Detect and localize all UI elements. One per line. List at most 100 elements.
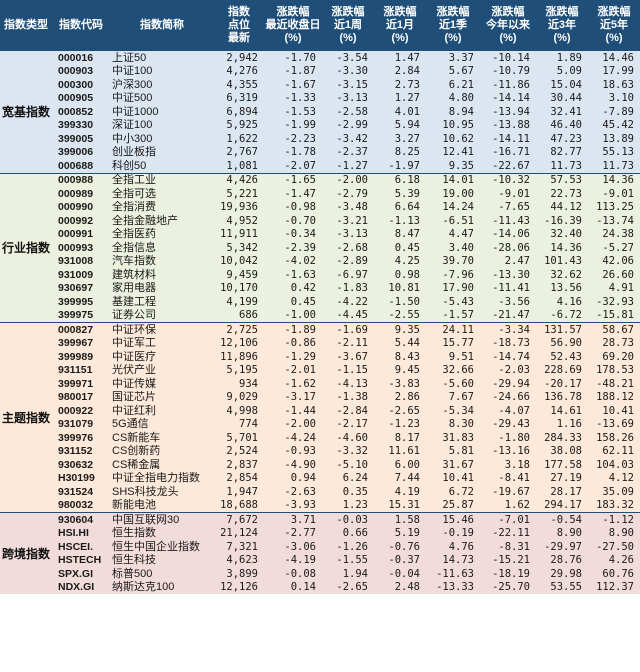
value-cell: -16.39 — [536, 214, 588, 228]
value-cell: 0.14 — [264, 580, 322, 594]
value-cell: 5.44 — [374, 336, 426, 350]
value-cell: 3.71 — [264, 512, 322, 527]
index-code-cell: 399971 — [52, 377, 110, 391]
value-cell: -1.80 — [480, 431, 536, 445]
value-cell: -2.37 — [322, 145, 374, 159]
index-code-cell: 931152 — [52, 444, 110, 458]
value-cell: -13.94 — [480, 105, 536, 119]
index-name-cell: 恒生中国企业指数 — [110, 540, 214, 554]
value-cell: -2.63 — [264, 485, 322, 499]
value-cell: 42.06 — [588, 254, 640, 268]
value-cell: 7,672 — [214, 512, 264, 527]
table-row: 931151 光伏产业 5,195 -2.01 -1.15 9.45 32.66 -2.03 2… — [0, 363, 640, 377]
value-cell: -6.97 — [322, 268, 374, 282]
value-cell: 46.40 — [536, 118, 588, 132]
value-cell: 28.73 — [588, 336, 640, 350]
value-cell: -2.99 — [322, 118, 374, 132]
value-cell: -7.96 — [426, 268, 480, 282]
value-cell: -11.86 — [480, 78, 536, 92]
value-cell: -1.44 — [264, 404, 322, 418]
value-cell: 774 — [214, 417, 264, 431]
value-cell: -3.54 — [322, 50, 374, 65]
index-code-cell: 931524 — [52, 485, 110, 499]
value-cell: -29.94 — [480, 377, 536, 391]
value-cell: -1.13 — [374, 214, 426, 228]
value-cell: 5,701 — [214, 431, 264, 445]
header-row: 指数类型 指数代码 指数简称 指数 点位 最新 涨跌幅 最近收盘日 (%) 涨跌幅 近1周 (%) 涨跌… — [0, 0, 640, 51]
value-cell: -3.21 — [322, 214, 374, 228]
value-cell: -10.14 — [480, 50, 536, 65]
column-header: 涨跌幅 今年以来 (%) — [480, 0, 536, 51]
value-cell: 82.77 — [536, 145, 588, 159]
value-cell: -15.81 — [588, 308, 640, 323]
value-cell: -1.23 — [374, 417, 426, 431]
value-cell: -1.65 — [264, 172, 322, 187]
table-row: 931079 5G通信 774 -2.00 -2.17 -1.23 8.30 -29.43 1.… — [0, 417, 640, 431]
value-cell: -0.04 — [374, 567, 426, 581]
column-header-line: 今年以来 — [486, 18, 530, 31]
value-cell: -1.83 — [322, 281, 374, 295]
value-cell: 6.21 — [426, 78, 480, 92]
value-cell: -1.38 — [322, 390, 374, 404]
value-cell: 112.37 — [588, 580, 640, 594]
column-header-line: 最近收盘日 — [265, 18, 321, 31]
value-cell: 0.94 — [264, 471, 322, 485]
index-code-cell: 931008 — [52, 254, 110, 268]
index-code-cell: 399976 — [52, 431, 110, 445]
value-cell: -0.98 — [264, 200, 322, 214]
index-name-cell: CS创新药 — [110, 444, 214, 458]
value-cell: -4.24 — [264, 431, 322, 445]
value-cell: 0.35 — [322, 485, 374, 499]
value-cell: 7,321 — [214, 540, 264, 554]
value-cell: 4,276 — [214, 64, 264, 78]
value-cell: 5.94 — [374, 118, 426, 132]
value-cell: -48.21 — [588, 377, 640, 391]
value-cell: -2.79 — [322, 187, 374, 201]
index-name-cell: 恒生指数 — [110, 526, 214, 540]
column-header-line: 近3年 — [547, 18, 577, 31]
value-cell: -0.93 — [264, 444, 322, 458]
index-name-cell: 深证100 — [110, 118, 214, 132]
value-cell: 228.69 — [536, 363, 588, 377]
index-code-cell: 931079 — [52, 417, 110, 431]
value-cell: 15.31 — [374, 498, 426, 513]
column-header-line: 涨跌幅 — [597, 5, 631, 18]
index-code-cell: 000852 — [52, 105, 110, 119]
index-code-cell: 000827 — [52, 322, 110, 337]
value-cell: -5.60 — [426, 377, 480, 391]
index-name-cell: CS新能车 — [110, 431, 214, 445]
value-cell: 1,947 — [214, 485, 264, 499]
value-cell: 9.35 — [426, 159, 480, 173]
index-code-cell: 399006 — [52, 145, 110, 159]
value-cell: 12,106 — [214, 336, 264, 350]
value-cell: -3.48 — [322, 200, 374, 214]
category-cell: 跨境指数 — [0, 512, 52, 594]
value-cell: 11,896 — [214, 350, 264, 364]
value-cell: -1.67 — [264, 78, 322, 92]
value-cell: 1.16 — [536, 417, 588, 431]
value-cell: -25.70 — [480, 580, 536, 594]
value-cell: 10.95 — [426, 118, 480, 132]
value-cell: 4.47 — [426, 227, 480, 241]
table-row: 931524 SHS科技龙头 1,947 -2.63 0.35 4.19 6.72 -19.6… — [0, 485, 640, 499]
table-row: 000300 沪深300 4,355 -1.67 -3.15 2.73 6.21 -11.86… — [0, 78, 640, 92]
index-name-cell: 建筑材料 — [110, 268, 214, 282]
value-cell: -2.23 — [264, 132, 322, 146]
index-name-cell: CS稀金属 — [110, 458, 214, 472]
value-cell: 294.17 — [536, 498, 588, 513]
value-cell: 44.12 — [536, 200, 588, 214]
value-cell: 14.61 — [536, 404, 588, 418]
index-performance-table: 指数类型 指数代码 指数简称 指数 点位 最新 涨跌幅 最近收盘日 (%) 涨跌幅 近1周 (%) 涨跌… — [0, 0, 640, 594]
value-cell: 10.81 — [374, 281, 426, 295]
value-cell: -1.26 — [322, 540, 374, 554]
index-name-cell: 新能电池 — [110, 498, 214, 513]
value-cell: 11.73 — [588, 159, 640, 173]
value-cell: -3.34 — [480, 322, 536, 337]
value-cell: 24.11 — [426, 322, 480, 337]
value-cell: -1.55 — [322, 553, 374, 567]
value-cell: 27.19 — [536, 471, 588, 485]
index-code-cell: HSCEI. — [52, 540, 110, 554]
value-cell: 1.94 — [322, 567, 374, 581]
value-cell: -3.93 — [264, 498, 322, 513]
category-cell: 宽基指数 — [0, 50, 52, 173]
